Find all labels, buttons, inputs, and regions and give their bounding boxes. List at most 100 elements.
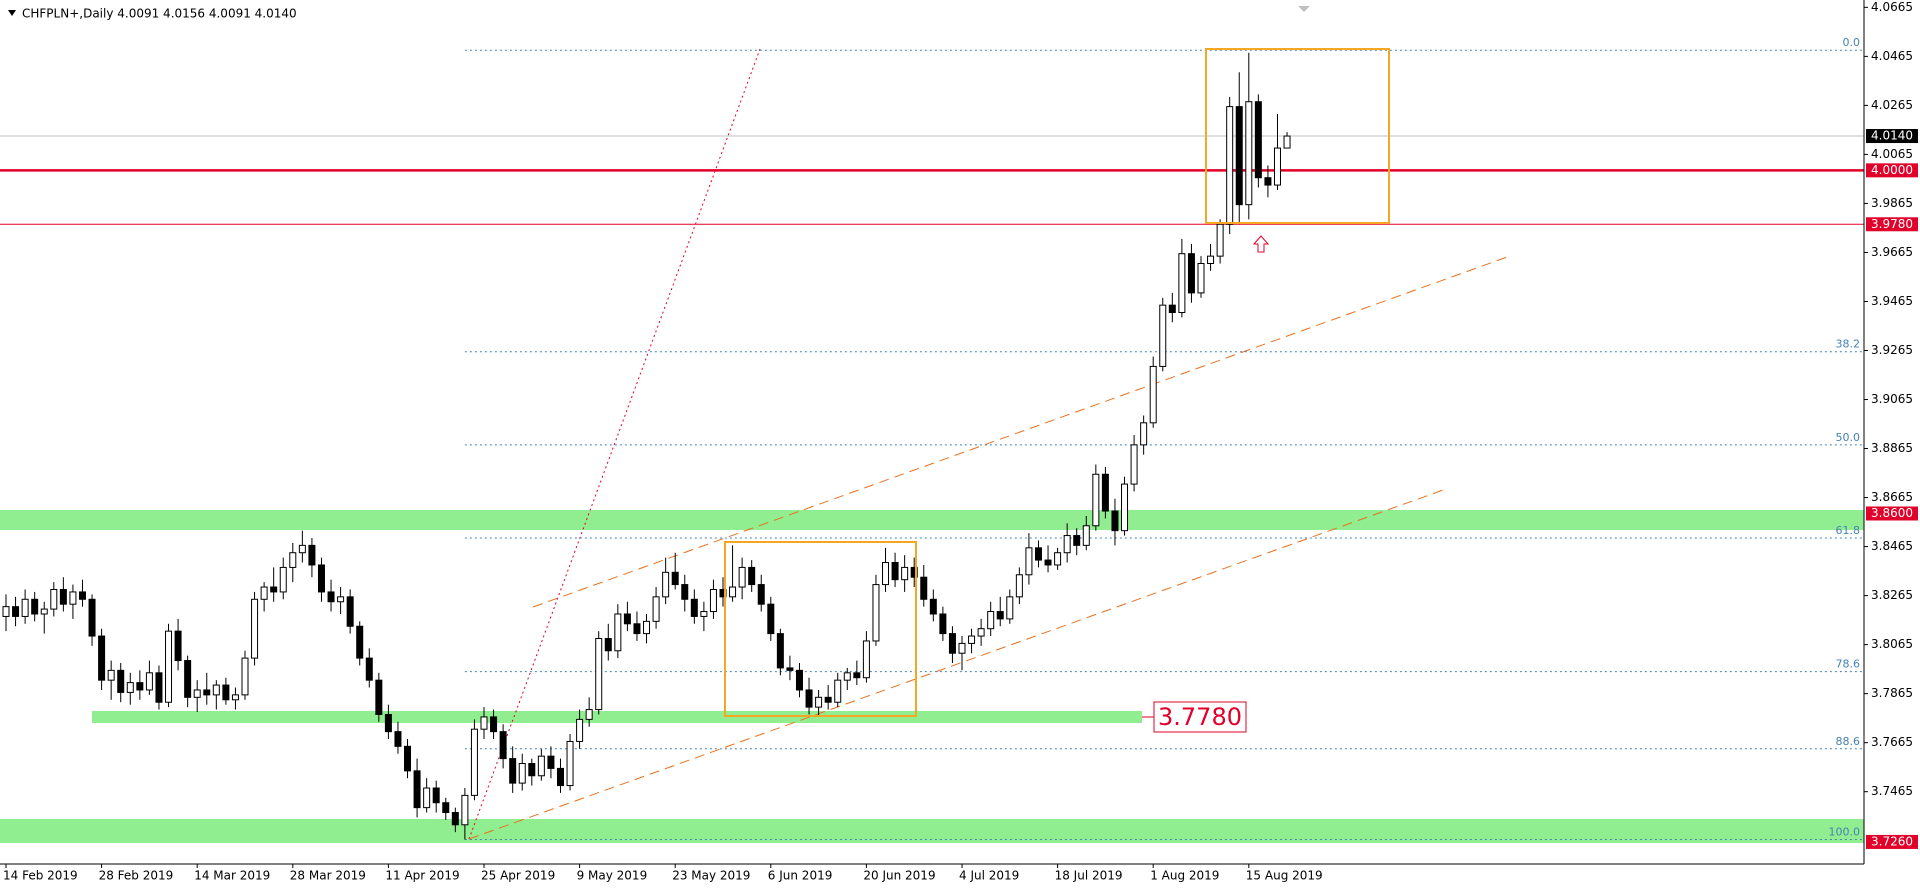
candle-body bbox=[451, 812, 459, 826]
x-tick-label: 15 Aug 2019 bbox=[1246, 869, 1323, 883]
candle-body bbox=[709, 588, 717, 613]
y-tick-label: 3.8865 bbox=[1871, 441, 1913, 455]
price-label: 4.0000 bbox=[1871, 163, 1913, 177]
candle-body bbox=[2, 606, 10, 617]
arrow-up bbox=[1252, 235, 1270, 253]
fib-label: 38.2 bbox=[1836, 338, 1861, 351]
x-tick-label: 14 Feb 2019 bbox=[3, 869, 78, 883]
candle-body bbox=[1015, 574, 1023, 598]
candle-body bbox=[1149, 365, 1157, 424]
candle-body bbox=[193, 689, 201, 698]
candle-body bbox=[203, 689, 211, 696]
candle-body bbox=[327, 591, 335, 603]
annotation-box bbox=[1153, 701, 1247, 733]
candle-body bbox=[1054, 552, 1062, 566]
candle-body bbox=[1111, 510, 1119, 532]
candle-body bbox=[1044, 559, 1052, 566]
candle-body bbox=[633, 623, 641, 635]
y-tick-label: 3.9865 bbox=[1871, 196, 1913, 210]
candle-body bbox=[289, 552, 297, 568]
candle-body bbox=[442, 802, 450, 814]
candle-body bbox=[1273, 147, 1281, 186]
candle-body bbox=[145, 672, 153, 691]
candle-body bbox=[805, 689, 813, 708]
candle-body bbox=[576, 718, 584, 742]
x-tick-label: 11 Apr 2019 bbox=[385, 869, 459, 883]
candle-body bbox=[490, 716, 498, 733]
candle-body bbox=[614, 613, 622, 652]
candle-body bbox=[872, 584, 880, 642]
candle-body bbox=[241, 657, 249, 696]
candle-body bbox=[279, 566, 287, 593]
candle-body bbox=[843, 672, 851, 681]
candle-body bbox=[404, 745, 412, 772]
y-tick-label: 4.0065 bbox=[1871, 147, 1913, 161]
candle-body bbox=[776, 633, 784, 669]
candle-body bbox=[1216, 223, 1224, 257]
candle-body bbox=[795, 669, 803, 691]
candle-body bbox=[958, 642, 966, 654]
y-tick-label: 3.8265 bbox=[1871, 588, 1913, 602]
candle-body bbox=[729, 586, 737, 598]
candle-body bbox=[31, 598, 39, 615]
candle-body bbox=[12, 606, 20, 617]
y-tick-label: 3.8065 bbox=[1871, 637, 1913, 651]
y-tick-label: 3.7465 bbox=[1871, 784, 1913, 798]
candle-body bbox=[901, 566, 909, 581]
candle-body bbox=[375, 679, 383, 715]
candle-body bbox=[1082, 525, 1090, 546]
candle-body bbox=[910, 566, 918, 578]
candle-body bbox=[136, 682, 144, 691]
candle-body bbox=[107, 669, 115, 681]
x-tick-label: 1 Aug 2019 bbox=[1150, 869, 1219, 883]
candle-body bbox=[882, 562, 890, 586]
fib-label: 61.8 bbox=[1836, 524, 1861, 537]
channel-line bbox=[532, 255, 1511, 608]
menu-arrow bbox=[8, 10, 16, 16]
y-tick-label: 4.0465 bbox=[1871, 49, 1913, 63]
price-box bbox=[1866, 129, 1918, 144]
candle-body bbox=[786, 667, 794, 671]
fib-label: 78.6 bbox=[1836, 658, 1861, 671]
candle-body bbox=[480, 716, 488, 730]
candle-body bbox=[298, 544, 306, 554]
price-label: 3.8600 bbox=[1871, 506, 1913, 520]
candle-body bbox=[212, 684, 220, 696]
candle-body bbox=[509, 758, 517, 784]
candle-body bbox=[88, 598, 96, 637]
fib-label: 50.0 bbox=[1836, 431, 1861, 444]
candle-body bbox=[700, 611, 708, 617]
annotation: 3.7780 bbox=[1158, 703, 1242, 731]
candle-body bbox=[1226, 106, 1234, 225]
candle-body bbox=[69, 591, 77, 605]
candle-body bbox=[1006, 596, 1014, 620]
candle-body bbox=[317, 564, 325, 593]
candle-body bbox=[767, 603, 775, 635]
candle-body bbox=[1140, 422, 1148, 446]
candle-body bbox=[996, 611, 1004, 620]
price-box bbox=[1866, 217, 1918, 232]
fib-label: 0.0 bbox=[1843, 36, 1861, 49]
candle-body bbox=[1101, 473, 1109, 512]
candle-body bbox=[948, 633, 956, 654]
price-label: 3.9780 bbox=[1871, 217, 1913, 231]
y-tick-label: 3.9465 bbox=[1871, 294, 1913, 308]
candle-body bbox=[260, 586, 268, 600]
candle-body bbox=[461, 794, 469, 826]
fib-label: 88.6 bbox=[1836, 735, 1861, 748]
candle-body bbox=[968, 635, 976, 644]
candle-body bbox=[1025, 547, 1033, 576]
y-tick-label: 3.7665 bbox=[1871, 735, 1913, 749]
candle-body bbox=[662, 571, 670, 598]
candle-body bbox=[556, 767, 564, 787]
candle-body bbox=[585, 709, 593, 720]
candle-body bbox=[1130, 444, 1138, 485]
x-tick-label: 4 Jul 2019 bbox=[959, 869, 1019, 883]
candle-body bbox=[423, 787, 431, 809]
x-tick-label: 20 Jun 2019 bbox=[863, 869, 935, 883]
candle-body bbox=[1168, 304, 1176, 314]
x-tick-label: 28 Feb 2019 bbox=[99, 869, 174, 883]
zones bbox=[0, 48, 1864, 843]
candle-body bbox=[394, 731, 402, 747]
